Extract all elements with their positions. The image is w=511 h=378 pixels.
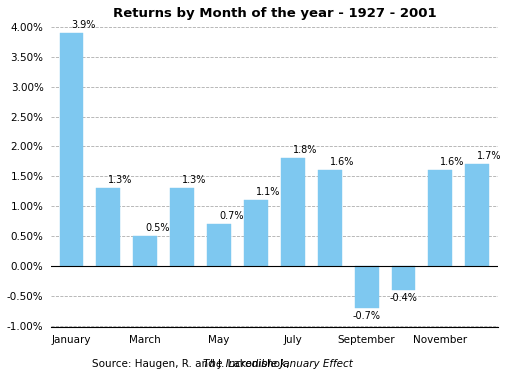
Text: 1.3%: 1.3%: [108, 175, 133, 185]
Bar: [170, 188, 194, 266]
Bar: [97, 188, 121, 266]
Text: 1.6%: 1.6%: [330, 157, 354, 167]
Text: 3.9%: 3.9%: [72, 20, 96, 30]
Bar: [281, 158, 305, 266]
Text: 1.6%: 1.6%: [440, 157, 465, 167]
Text: 1.1%: 1.1%: [256, 187, 281, 197]
Text: -0.7%: -0.7%: [353, 311, 381, 321]
Text: 0.5%: 0.5%: [145, 223, 170, 233]
Text: Source: Haugen, R. and J. Lakonishok,: Source: Haugen, R. and J. Lakonishok,: [92, 359, 293, 369]
Bar: [133, 236, 157, 266]
Text: 0.7%: 0.7%: [219, 211, 244, 221]
Text: 1.8%: 1.8%: [293, 146, 317, 155]
Text: The Incredible January Effect: The Incredible January Effect: [203, 359, 353, 369]
Title: Returns by Month of the year - 1927 - 2001: Returns by Month of the year - 1927 - 20…: [112, 7, 436, 20]
Bar: [355, 266, 379, 308]
Bar: [59, 33, 83, 266]
Bar: [318, 170, 342, 266]
Text: -0.4%: -0.4%: [389, 293, 417, 303]
Bar: [207, 224, 231, 266]
Bar: [466, 164, 489, 266]
Bar: [391, 266, 415, 290]
Text: 1.3%: 1.3%: [182, 175, 206, 185]
Bar: [244, 200, 268, 266]
Text: 1.7%: 1.7%: [477, 151, 502, 161]
Bar: [428, 170, 452, 266]
